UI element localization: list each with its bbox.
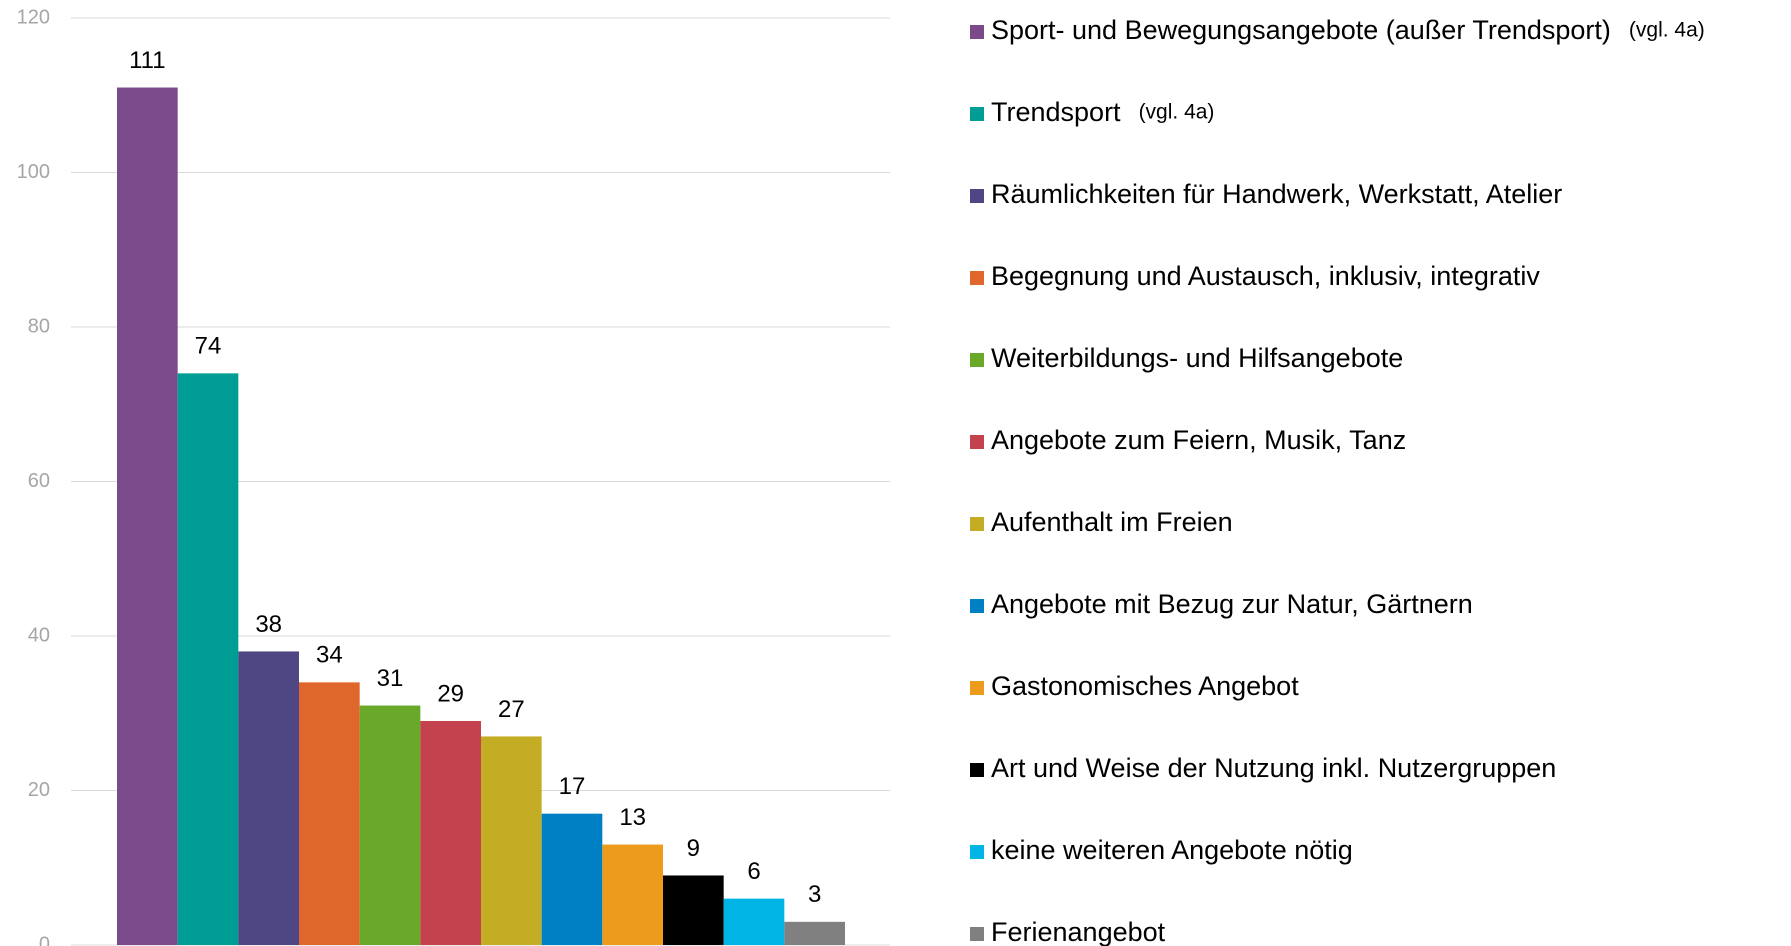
y-tick-label: 40	[28, 624, 50, 646]
data-label: 38	[255, 611, 282, 638]
bar	[784, 921, 845, 945]
legend-label: Trendsport	[991, 97, 1121, 127]
data-label: 27	[498, 696, 525, 723]
bar	[663, 875, 724, 945]
bar	[723, 898, 785, 945]
data-label: 17	[559, 773, 586, 800]
data-label: 29	[437, 680, 464, 707]
legend-swatch	[970, 353, 984, 367]
legend-note: (vgl. 4a)	[1629, 19, 1705, 42]
legend-label: Ferienangebot	[991, 917, 1166, 946]
legend-note: (vgl. 4a)	[1139, 101, 1215, 124]
legend-label: Gastonomisches Angebot	[991, 671, 1299, 701]
legend-swatch	[970, 517, 984, 531]
bar	[299, 682, 360, 945]
legend-swatch	[970, 25, 984, 39]
legend-label: keine weiteren Angebote nötig	[991, 835, 1353, 865]
legend-swatch	[970, 189, 984, 203]
legend-swatch	[970, 435, 984, 449]
y-tick-label: 20	[28, 779, 50, 801]
legend-label: Angebote mit Bezug zur Natur, Gärtnern	[991, 589, 1473, 619]
data-label: 13	[619, 804, 646, 831]
bar	[177, 373, 239, 946]
bar	[359, 705, 421, 945]
legend-label: Angebote zum Feiern, Musik, Tanz	[991, 425, 1406, 455]
legend-swatch	[970, 763, 984, 777]
legend-swatch	[970, 271, 984, 285]
legend-swatch	[970, 927, 984, 941]
data-label: 74	[195, 333, 222, 360]
y-tick-label: 100	[17, 161, 50, 183]
legend-label: Aufenthalt im Freien	[991, 507, 1233, 537]
data-label: 3	[808, 881, 821, 908]
data-label: 6	[747, 858, 760, 885]
legend-swatch	[970, 845, 984, 859]
bar	[481, 736, 542, 945]
legend-label: Weiterbildungs- und Hilfsangebote	[991, 343, 1403, 373]
bar	[420, 720, 481, 945]
bar	[541, 813, 603, 945]
legend-swatch	[970, 107, 984, 121]
y-tick-label: 0	[39, 933, 50, 946]
bar	[117, 87, 178, 945]
y-tick-label: 60	[28, 470, 50, 492]
bar	[238, 651, 299, 945]
legend-label: Art und Weise der Nutzung inkl. Nutzergr…	[991, 753, 1556, 783]
data-label: 31	[377, 665, 404, 692]
legend-label: Begegnung und Austausch, inklusiv, integ…	[991, 261, 1540, 291]
data-label: 34	[316, 642, 343, 669]
data-label: 111	[129, 47, 165, 74]
y-tick-label: 80	[28, 315, 50, 337]
legend-swatch	[970, 681, 984, 695]
legend-label: Sport- und Bewegungsangebote (außer Tren…	[991, 15, 1611, 45]
legend-swatch	[970, 599, 984, 613]
legend-label: Räumlichkeiten für Handwerk, Werkstatt, …	[991, 179, 1562, 209]
data-label: 9	[687, 835, 700, 862]
bar	[602, 844, 663, 945]
y-tick-label: 120	[17, 6, 50, 28]
